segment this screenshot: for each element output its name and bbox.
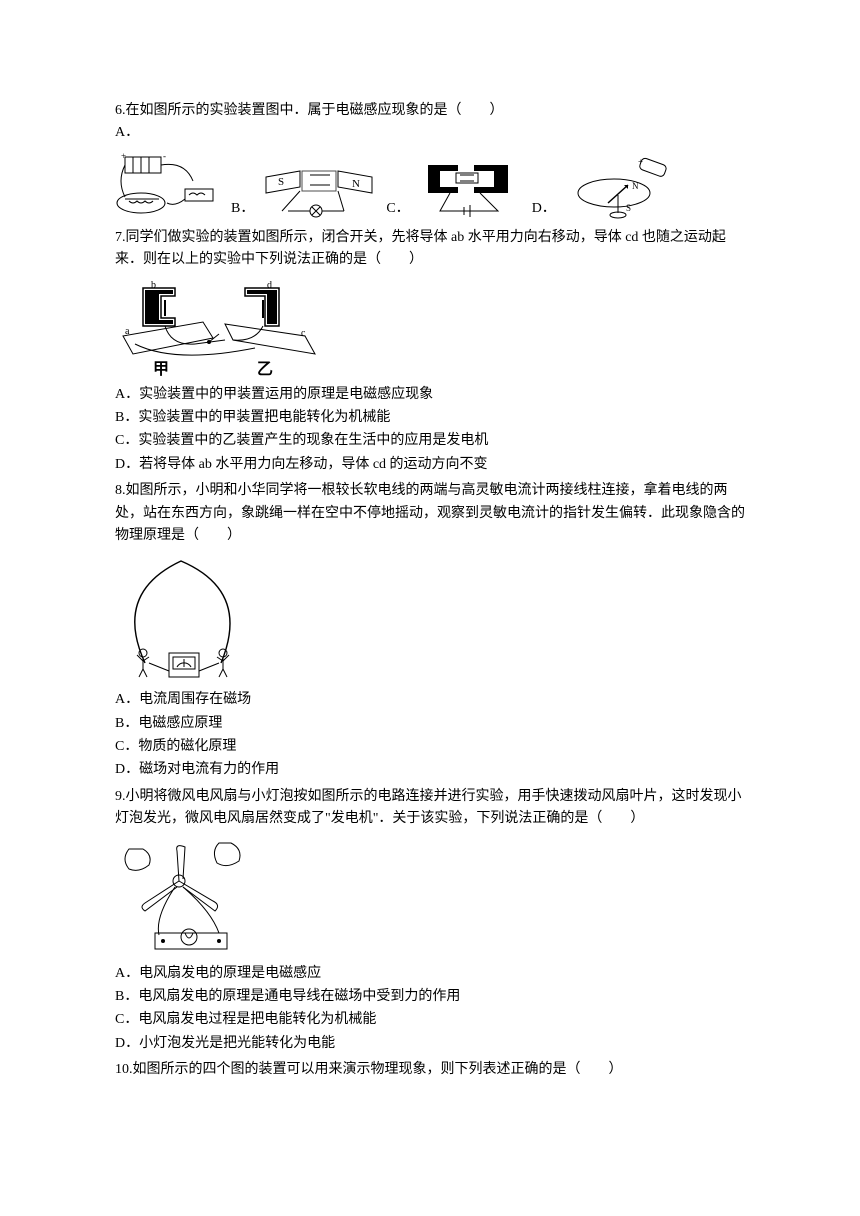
q9-C: C．电风扇发电过程是把电能转化为机械能 bbox=[115, 1009, 745, 1031]
q8-C: C．物质的磁化原理 bbox=[115, 736, 745, 758]
q6-optA-letter: A． bbox=[115, 122, 745, 144]
q9-D: D．小灯泡发光是把光能转化为电能 bbox=[115, 1033, 745, 1055]
q6-diagram-a: +- bbox=[115, 151, 225, 221]
magnet-n-label: N bbox=[352, 178, 360, 190]
svg-text:+: + bbox=[121, 151, 126, 161]
magnet-s-label: S bbox=[278, 176, 284, 188]
q6-options: +- B． S N bbox=[115, 151, 745, 221]
svg-text:c: c bbox=[301, 328, 306, 339]
svg-text:N: N bbox=[486, 173, 493, 183]
q9-diagram bbox=[115, 837, 265, 957]
q6-optC: C． S N bbox=[386, 159, 525, 221]
question-10: 10.如图所示的四个图的装置可以用来演示物理现象，则下列表述正确的是（ ） bbox=[115, 1059, 745, 1081]
q10-stem: 10.如图所示的四个图的装置可以用来演示物理现象，则下列表述正确的是（ ） bbox=[115, 1059, 745, 1081]
q7-cap-yi: 乙 bbox=[257, 361, 273, 378]
q7-diagram-wrap: b a d c 甲 乙 bbox=[115, 278, 745, 378]
svg-text:b: b bbox=[151, 280, 156, 291]
q8-D: D．磁场对电流有力的作用 bbox=[115, 759, 745, 781]
q7-B: B．实验装置中的甲装置把电能转化为机械能 bbox=[115, 407, 745, 429]
q6-stem: 6.在如图所示的实验装置图中．属于电磁感应现象的是（ ） bbox=[115, 100, 745, 122]
svg-text:a: a bbox=[125, 326, 130, 337]
svg-text:S: S bbox=[444, 173, 449, 183]
svg-text:N: N bbox=[632, 181, 639, 191]
q7-stem: 7.同学们做实验的装置如图所示，闭合开关，先将导体 ab 水平用力向右移动，导体… bbox=[115, 227, 745, 272]
q6-optA: +- bbox=[115, 151, 225, 221]
svg-text:S: S bbox=[626, 203, 631, 213]
question-7: 7.同学们做实验的装置如图所示，闭合开关，先将导体 ab 水平用力向右移动，导体… bbox=[115, 227, 745, 476]
q7-cap-jia: 甲 bbox=[153, 360, 169, 378]
question-8: 8.如图所示，小明和小华同学将一根较长软电线的两端与高灵敏电流计两接线柱连接，拿… bbox=[115, 480, 745, 782]
q7-D: D．若将导体 ab 水平用力向左移动，导体 cd 的运动方向不变 bbox=[115, 454, 745, 476]
q6-optD-letter: D． bbox=[532, 198, 556, 220]
q6-diagram-b: S N bbox=[260, 161, 380, 221]
q9-B: B．电风扇发电的原理是通电导线在磁场中受到力的作用 bbox=[115, 986, 745, 1008]
q6-optB-letter: B． bbox=[231, 198, 254, 220]
q6-optB: B． S N bbox=[231, 161, 380, 221]
q8-stem: 8.如图所示，小明和小华同学将一根较长软电线的两端与高灵敏电流计两接线柱连接，拿… bbox=[115, 480, 745, 547]
q8-A: A．电流周围存在磁场 bbox=[115, 689, 745, 711]
q7-C: C．实验装置中的乙装置产生的现象在生活中的应用是发电机 bbox=[115, 430, 745, 452]
q6-optC-letter: C． bbox=[386, 198, 409, 220]
q7-diagram: b a d c 甲 乙 bbox=[115, 278, 325, 378]
q6-optD: D． N S + bbox=[532, 157, 672, 221]
q7-A: A．实验装置中的甲装置运用的原理是电磁感应现象 bbox=[115, 384, 745, 406]
q9-stem: 9.小明将微风电风扇与小灯泡按如图所示的电路连接并进行实验，用手快速拨动风扇叶片… bbox=[115, 786, 745, 831]
q9-A: A．电风扇发电的原理是电磁感应 bbox=[115, 963, 745, 985]
svg-text:+: + bbox=[638, 157, 643, 167]
q6-diagram-c: S N bbox=[416, 159, 526, 221]
question-6: 6.在如图所示的实验装置图中．属于电磁感应现象的是（ ） A． +- B． bbox=[115, 100, 745, 221]
q9-diagram-wrap bbox=[115, 837, 745, 957]
q8-diagram-wrap bbox=[115, 553, 745, 683]
q6-diagram-d: N S + bbox=[562, 157, 672, 221]
q8-B: B．电磁感应原理 bbox=[115, 713, 745, 735]
question-9: 9.小明将微风电风扇与小灯泡按如图所示的电路连接并进行实验，用手快速拨动风扇叶片… bbox=[115, 786, 745, 1055]
q8-diagram bbox=[115, 553, 255, 683]
svg-text:-: - bbox=[163, 151, 166, 161]
svg-text:d: d bbox=[267, 280, 272, 291]
